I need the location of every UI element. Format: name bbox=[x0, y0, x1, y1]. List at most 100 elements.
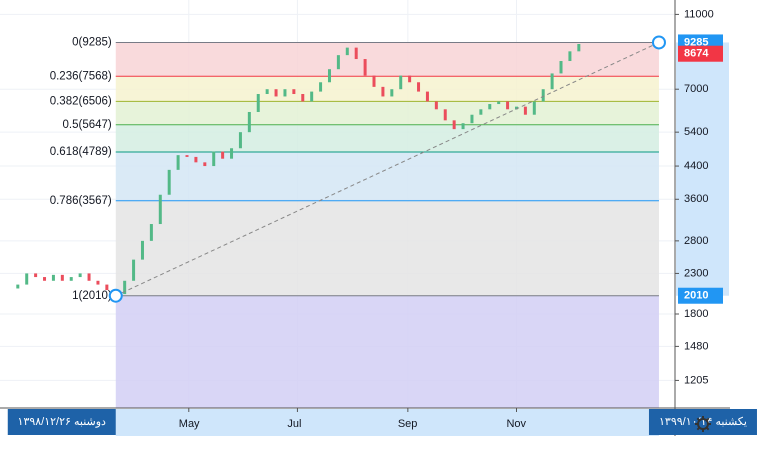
candle bbox=[176, 155, 180, 170]
candle bbox=[514, 106, 518, 110]
x-tick-label: Sep bbox=[398, 418, 418, 430]
y-tick-label: 7000 bbox=[684, 83, 708, 95]
candle bbox=[363, 59, 367, 76]
candle bbox=[577, 43, 581, 52]
gear-tooth bbox=[705, 426, 710, 431]
candle bbox=[43, 277, 47, 281]
time-range-highlight bbox=[115, 409, 659, 436]
trend-handle bbox=[108, 288, 123, 303]
fib-label: 0.786(3567) bbox=[50, 195, 112, 207]
x-tick-label: Jul bbox=[287, 418, 301, 430]
price-badge-label: 8674 bbox=[684, 48, 709, 60]
gear-tooth bbox=[696, 417, 701, 422]
candle bbox=[238, 132, 242, 149]
price-badge bbox=[678, 45, 723, 62]
candle bbox=[230, 148, 234, 159]
candle bbox=[568, 51, 572, 62]
date-badge: دوشنبه ۱۳۹۸/۱۲/۲۶ bbox=[7, 409, 116, 435]
candle bbox=[354, 47, 358, 60]
candle bbox=[452, 120, 456, 130]
candle bbox=[506, 101, 510, 110]
price-badge bbox=[678, 287, 723, 304]
candle bbox=[301, 94, 305, 102]
y-tick-label: 1480 bbox=[684, 340, 708, 352]
gear-tooth bbox=[696, 426, 701, 431]
candle bbox=[532, 101, 536, 115]
fib-band bbox=[115, 152, 659, 201]
candle bbox=[274, 89, 278, 97]
y-tick-label: 2800 bbox=[684, 235, 708, 247]
candle bbox=[417, 82, 421, 92]
y-tick-label: 3600 bbox=[684, 193, 708, 205]
candle bbox=[25, 273, 29, 285]
candle bbox=[399, 75, 403, 90]
candle bbox=[283, 89, 287, 97]
fib-band bbox=[115, 76, 659, 102]
candle bbox=[265, 89, 269, 95]
candle bbox=[78, 273, 82, 278]
fib-band bbox=[115, 124, 659, 153]
price-range-highlight bbox=[676, 42, 729, 296]
candle bbox=[60, 274, 64, 281]
candle bbox=[372, 75, 376, 87]
candle bbox=[256, 94, 260, 112]
candle bbox=[523, 106, 527, 115]
date-badge-box bbox=[7, 409, 116, 435]
gear-tooth bbox=[705, 417, 710, 422]
candle bbox=[167, 169, 171, 195]
fib-label: 0.5(5647) bbox=[63, 119, 112, 131]
candle bbox=[336, 55, 340, 70]
candle bbox=[221, 151, 225, 159]
price-badge-label: 9285 bbox=[684, 36, 708, 48]
candle bbox=[34, 273, 38, 278]
settings-button[interactable] bbox=[695, 416, 711, 432]
x-tick-label: Nov bbox=[506, 418, 526, 430]
y-tick-label: 11000 bbox=[684, 8, 714, 20]
candle bbox=[443, 109, 447, 121]
candle bbox=[105, 284, 109, 291]
price-badge-label: 2010 bbox=[684, 290, 708, 302]
candle bbox=[408, 75, 412, 83]
candle bbox=[87, 273, 91, 281]
candle bbox=[247, 111, 251, 133]
trend-handle bbox=[651, 35, 666, 50]
fib-label: 0.382(6506) bbox=[50, 95, 112, 107]
candle bbox=[194, 156, 198, 163]
candle bbox=[559, 61, 563, 74]
candle bbox=[158, 194, 162, 225]
trend-line bbox=[115, 42, 660, 297]
candle bbox=[292, 89, 296, 95]
candle bbox=[381, 86, 385, 97]
candle bbox=[16, 284, 20, 289]
candle bbox=[470, 114, 474, 124]
candle bbox=[123, 280, 127, 295]
candle bbox=[488, 104, 492, 110]
y-tick-label: 2300 bbox=[684, 267, 708, 279]
candle bbox=[310, 91, 314, 102]
candle bbox=[203, 162, 207, 167]
candle bbox=[185, 155, 189, 157]
candle bbox=[327, 69, 331, 83]
fib-band bbox=[115, 200, 659, 296]
candle bbox=[541, 89, 545, 102]
fib-label: 0.236(7568) bbox=[50, 70, 112, 82]
candle bbox=[425, 91, 429, 102]
fib-band bbox=[115, 101, 659, 125]
candle bbox=[212, 151, 216, 167]
candle bbox=[390, 89, 394, 97]
fib-label: 0(9285) bbox=[72, 36, 112, 48]
fib-label: 1(2010) bbox=[72, 290, 112, 302]
candle bbox=[96, 280, 100, 285]
candle bbox=[461, 123, 465, 130]
date-badge-label: یکشنبه ۱۳۹۹/۱۰/۱۴ bbox=[659, 416, 747, 428]
candle bbox=[140, 240, 144, 260]
candle bbox=[149, 224, 153, 241]
y-tick-label: 1205 bbox=[684, 374, 708, 386]
candle bbox=[479, 109, 483, 115]
fib-label: 0.618(4789) bbox=[50, 146, 112, 158]
y-tick-label: 4400 bbox=[684, 160, 708, 172]
y-tick-label: 1800 bbox=[684, 308, 708, 320]
candle bbox=[497, 101, 501, 105]
candle bbox=[550, 73, 554, 90]
